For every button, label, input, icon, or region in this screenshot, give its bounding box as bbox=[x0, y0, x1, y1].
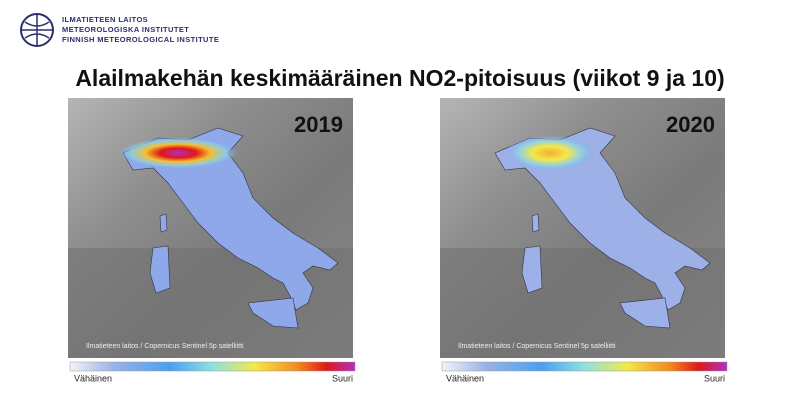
logo-line: FINNISH METEOROLOGICAL INSTITUTE bbox=[62, 35, 219, 44]
logo: ILMATIETEEN LAITOS METEOROLOGISKA INSTIT… bbox=[20, 13, 219, 47]
no2-hotspot bbox=[118, 137, 238, 169]
legend-high: Suuri bbox=[332, 373, 353, 383]
panels: 2019 Ilmatieteen laitos / Copernicus Sent… bbox=[68, 98, 728, 383]
map-panel: 2019 Ilmatieteen laitos / Copernicus Sent… bbox=[68, 98, 356, 383]
map-panel: 2020 Ilmatieteen laitos / Copernicus Sent… bbox=[440, 98, 728, 383]
year-label: 2020 bbox=[666, 112, 715, 137]
title: Alailmakehän keskimääräinen NO2-pitoisuu… bbox=[75, 65, 724, 91]
no2-hotspot bbox=[505, 135, 595, 171]
legend-low: Vähäinen bbox=[446, 373, 484, 383]
year-label: 2019 bbox=[294, 112, 343, 137]
credit: Ilmatieteen laitos / Copernicus Sentinel… bbox=[458, 343, 616, 350]
legend-high: Suuri bbox=[704, 373, 725, 383]
color-scale bbox=[69, 361, 356, 372]
color-scale bbox=[441, 361, 728, 372]
legend-low: Vähäinen bbox=[74, 373, 112, 383]
logo-line: METEOROLOGISKA INSTITUTET bbox=[62, 25, 189, 34]
credit: Ilmatieteen laitos / Copernicus Sentinel… bbox=[86, 343, 244, 350]
logo-line: ILMATIETEEN LAITOS bbox=[62, 15, 148, 24]
